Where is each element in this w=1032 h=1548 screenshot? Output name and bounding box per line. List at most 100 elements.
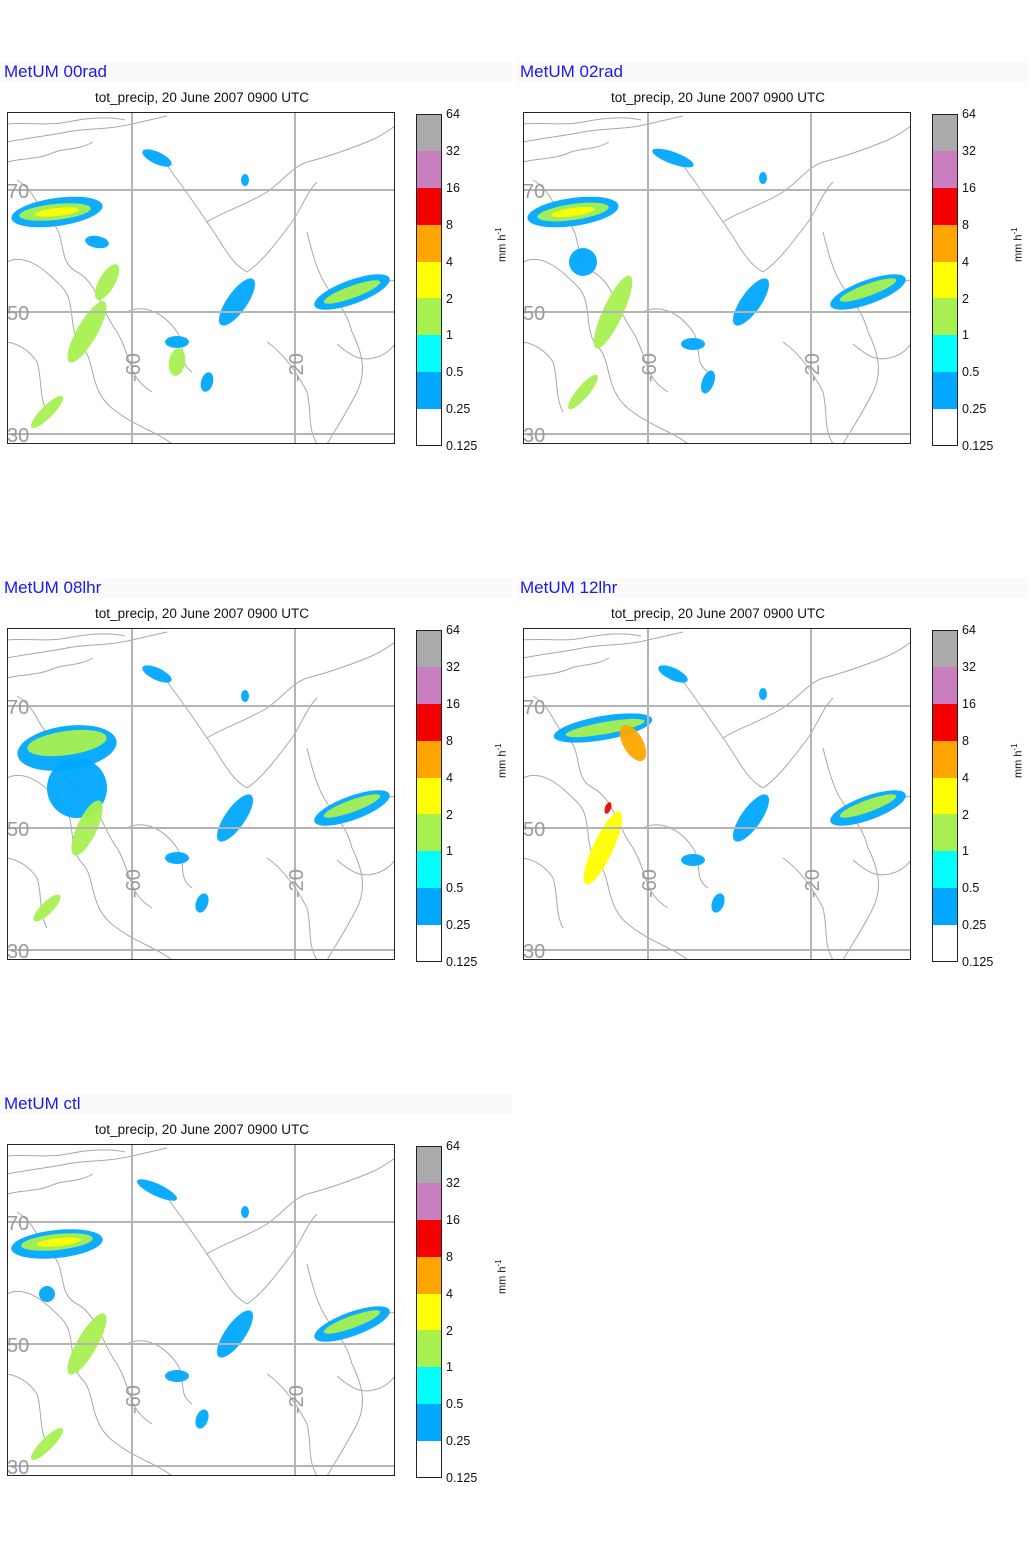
map-frame [523, 628, 911, 960]
colorbar-tick-label: 0.5 [962, 365, 980, 380]
colorbar-segment [932, 666, 958, 704]
lat-label: 70 [7, 1213, 29, 1235]
precip-region [142, 149, 172, 167]
colorbar-segment [416, 814, 442, 852]
colorbar-tick-label: 32 [446, 143, 460, 158]
colorbar-tick-label: 0.125 [446, 439, 478, 454]
unit-text: mm h [1012, 234, 1025, 263]
colorbar-tick-label: 0.125 [962, 439, 994, 454]
colorbar-segment [416, 1293, 442, 1331]
lat-label: 70 [7, 697, 29, 719]
lat-label: 50 [7, 1335, 29, 1357]
coastlines [7, 115, 395, 444]
panel-subtitle: tot_precip, 20 June 2007 0900 UTC [95, 1122, 309, 1137]
colorbar-segment [932, 114, 958, 151]
precip-region [37, 1237, 81, 1247]
unit-text: mm h [1012, 750, 1025, 779]
colorbar-segment [932, 814, 958, 852]
colorbar-segment [416, 1146, 442, 1183]
coastline [642, 824, 709, 889]
colorbar-tick-label: 64 [962, 623, 976, 637]
panel-header [516, 62, 1028, 82]
lat-label: 30 [523, 941, 545, 960]
lat-label: 70 [523, 697, 545, 719]
colorbar-segment [932, 150, 958, 188]
coastline [852, 859, 911, 876]
precip-region [732, 278, 770, 326]
coastline [7, 631, 168, 659]
unit-exponent: -1 [1010, 227, 1019, 235]
precip-region [839, 278, 897, 302]
precip-region [30, 1427, 64, 1461]
coastline [7, 633, 126, 641]
coastline [642, 308, 709, 373]
colorbar-segment [416, 1256, 442, 1294]
colorbar-unit-label: mm h-1 [494, 227, 509, 262]
precip-region [85, 235, 109, 249]
colorbar [416, 630, 442, 963]
panel-title: MetUM 08lhr [4, 578, 102, 597]
coastline [266, 341, 318, 444]
coastline [246, 1213, 318, 1305]
colorbar-tick-label: 0.5 [446, 881, 464, 896]
colorbar-tick-label: 16 [446, 696, 460, 711]
precip-region [323, 280, 381, 304]
colorbar-tick-label: 8 [446, 733, 453, 748]
coastline [722, 677, 824, 739]
colorbar-segment [932, 372, 958, 410]
colorbar [416, 114, 442, 447]
precip-field [11, 1179, 390, 1461]
colorbar-tick-label: 64 [446, 1139, 460, 1153]
coastline [523, 258, 689, 444]
coastline [206, 161, 308, 223]
precip-region [142, 665, 172, 683]
lat-label: 30 [7, 941, 29, 960]
colorbar-tick-label: 0.125 [446, 1471, 478, 1486]
colorbar-segment [932, 298, 958, 336]
coastline [306, 747, 353, 849]
map-plot: 70 50 30 -60 -20 [523, 112, 911, 444]
colorbar-segment [416, 1330, 442, 1368]
coastline [156, 667, 248, 789]
colorbar-tick-label: 2 [962, 807, 969, 822]
coastline [7, 115, 168, 143]
precip-region [165, 852, 189, 864]
colorbar-segment [416, 114, 442, 151]
precip-region [732, 794, 770, 842]
coastline [306, 1157, 395, 1195]
unit-text: mm h [496, 750, 509, 779]
lon-label: -60 [123, 353, 145, 382]
precip-region [323, 1310, 381, 1334]
lat-label: 70 [7, 181, 29, 203]
colorbar-segment [932, 409, 958, 447]
precip-region [241, 690, 249, 702]
panel-header [0, 578, 512, 598]
colorbar-tick-label: 32 [446, 659, 460, 674]
precip-region [569, 248, 597, 276]
colorbar-unit-label: mm h-1 [494, 743, 509, 778]
precip-region [568, 374, 598, 410]
panel-title: MetUM 02rad [520, 62, 623, 81]
map-panel: MetUM 12lhr tot_precip, 20 June 2007 0900… [516, 578, 1032, 998]
lat-label: 30 [7, 1457, 29, 1476]
coastline [523, 341, 564, 413]
coastline [7, 1173, 94, 1195]
precip-region [67, 301, 107, 363]
colorbar [932, 114, 958, 447]
panel-header [0, 62, 512, 82]
colorbar-tick-label: 1 [446, 1360, 453, 1375]
coastline [326, 1363, 363, 1476]
map-frame [523, 112, 911, 444]
map-panel: MetUM 00rad tot_precip, 20 June 2007 0900… [0, 62, 516, 482]
coastline [156, 1183, 248, 1305]
colorbar-tick-label: 64 [962, 107, 976, 121]
colorbar-segment [416, 630, 442, 667]
colorbar-tick-label: 0.5 [446, 1397, 464, 1412]
colorbar-tick-label: 32 [962, 659, 976, 674]
precip-region [165, 1370, 189, 1382]
lat-label: 50 [523, 303, 545, 325]
colorbar [932, 630, 958, 963]
colorbar-tick-label: 0.5 [446, 365, 464, 380]
coastline [7, 1149, 126, 1157]
colorbar-segment [416, 224, 442, 262]
